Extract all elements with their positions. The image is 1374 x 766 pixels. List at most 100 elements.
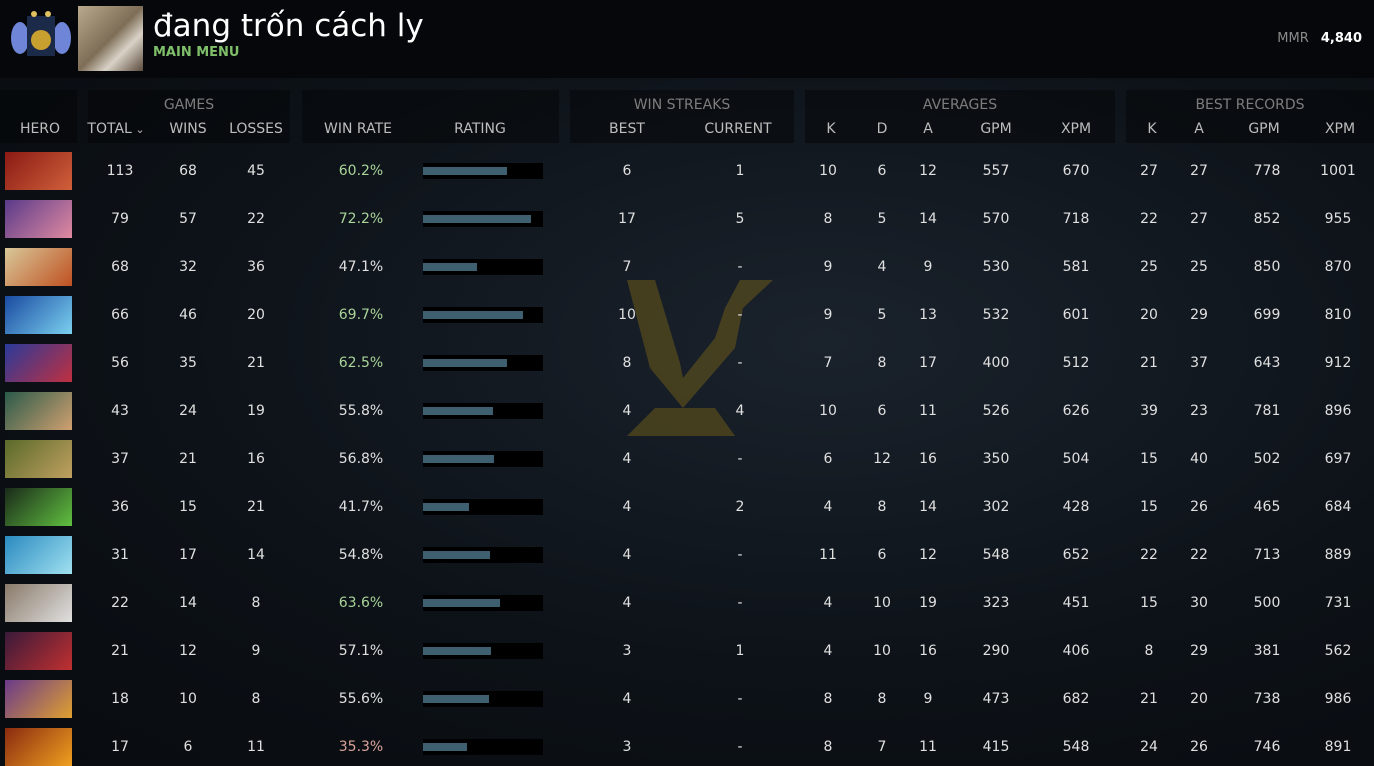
cell-k: 10 <box>819 163 837 179</box>
hero-portrait[interactable] <box>5 344 72 382</box>
rating-bar <box>423 451 543 467</box>
cell-a: 14 <box>919 211 937 227</box>
rating-bar <box>423 403 543 419</box>
cell-bk: 39 <box>1140 403 1158 419</box>
hero-portrait[interactable] <box>5 440 72 478</box>
column-header-label: BEST <box>609 121 645 137</box>
column-header-best[interactable]: BEST <box>609 121 645 137</box>
cell-current: 4 <box>735 403 745 419</box>
cell-k: 9 <box>823 307 833 323</box>
column-header-gpm[interactable]: GPM <box>980 121 1011 137</box>
column-header-d[interactable]: D <box>877 121 888 137</box>
cell-best: 4 <box>622 691 632 707</box>
cell-gpm: 532 <box>982 307 1010 323</box>
cell-win-rate: 56.8% <box>338 451 384 467</box>
cell-ba: 20 <box>1190 691 1208 707</box>
column-header-wins[interactable]: WINS <box>169 121 206 137</box>
cell-best: 3 <box>622 739 632 755</box>
cell-win-rate: 47.1% <box>338 259 384 275</box>
column-header-losses[interactable]: LOSSES <box>229 121 283 137</box>
column-header-xpm[interactable]: XPM <box>1061 121 1091 137</box>
column-header-rating[interactable]: RATING <box>454 121 506 137</box>
cell-bk: 24 <box>1140 739 1158 755</box>
cell-gpm: 302 <box>982 499 1010 515</box>
cell-best: 6 <box>622 163 632 179</box>
cell-ba: 27 <box>1190 211 1208 227</box>
averages-group-title: AVERAGES <box>922 97 998 113</box>
column-header-win-rate[interactable]: WIN RATE <box>324 121 392 137</box>
hero-portrait[interactable] <box>5 296 72 334</box>
cell-bgpm: 465 <box>1253 499 1281 515</box>
hero-column-group <box>0 90 77 143</box>
avatar[interactable] <box>78 6 143 71</box>
column-header-best-k[interactable]: K <box>1147 121 1156 137</box>
cell-xpm: 581 <box>1062 259 1090 275</box>
cell-current: 1 <box>735 643 745 659</box>
hero-portrait[interactable] <box>5 584 72 622</box>
cell-k: 4 <box>823 595 833 611</box>
cell-wins: 12 <box>179 643 197 659</box>
cell-losses: 36 <box>247 259 265 275</box>
column-header-label: K <box>826 121 836 137</box>
cell-ba: 29 <box>1190 307 1208 323</box>
column-header-best-a[interactable]: A <box>1194 121 1204 137</box>
hero-portrait[interactable] <box>5 680 72 718</box>
cell-a: 16 <box>919 451 937 467</box>
column-header-k[interactable]: K <box>826 121 835 137</box>
column-header-a[interactable]: A <box>923 121 933 137</box>
hero-portrait[interactable] <box>5 248 72 286</box>
cell-win-rate: 57.1% <box>338 643 384 659</box>
cell-losses: 14 <box>247 547 265 563</box>
cell-ba: 25 <box>1190 259 1208 275</box>
cell-losses: 45 <box>247 163 265 179</box>
mmr-display: MMR 4,840 <box>1277 31 1362 46</box>
cell-xpm: 718 <box>1062 211 1090 227</box>
rating-bar-fill <box>423 407 493 415</box>
hero-portrait[interactable] <box>5 392 72 430</box>
column-header-best-xpm[interactable]: XPM <box>1325 121 1355 137</box>
cell-bxpm: 697 <box>1324 451 1352 467</box>
cell-wins: 10 <box>179 691 197 707</box>
cell-d: 6 <box>877 547 887 563</box>
cell-best: 3 <box>622 643 632 659</box>
cell-d: 8 <box>877 499 887 515</box>
cell-wins: 57 <box>179 211 197 227</box>
cell-best: 4 <box>622 451 632 467</box>
hero-portrait[interactable] <box>5 728 72 766</box>
hero-portrait[interactable] <box>5 488 72 526</box>
hero-portrait[interactable] <box>5 200 72 238</box>
cell-xpm: 451 <box>1062 595 1090 611</box>
cell-bxpm: 955 <box>1324 211 1352 227</box>
cell-gpm: 415 <box>982 739 1010 755</box>
hero-portrait[interactable] <box>5 536 72 574</box>
games-column-group <box>88 90 290 143</box>
cell-wins: 6 <box>183 739 193 755</box>
hero-portrait[interactable] <box>5 632 72 670</box>
cell-best: 4 <box>622 547 632 563</box>
cell-bgpm: 699 <box>1253 307 1281 323</box>
cell-total: 113 <box>106 163 134 179</box>
cell-wins: 21 <box>179 451 197 467</box>
cell-k: 8 <box>823 739 833 755</box>
cell-bk: 21 <box>1140 355 1158 371</box>
column-header-best-gpm[interactable]: GPM <box>1248 121 1279 137</box>
cell-total: 21 <box>111 643 129 659</box>
rating-bar <box>423 595 543 611</box>
cell-wins: 46 <box>179 307 197 323</box>
column-header-hero[interactable]: HERO <box>20 121 60 137</box>
cell-a: 17 <box>919 355 937 371</box>
main-menu-link[interactable]: MAIN MENU <box>153 45 240 60</box>
column-header-current[interactable]: CURRENT <box>704 121 771 137</box>
cell-wins: 15 <box>179 499 197 515</box>
rating-bar-fill <box>423 455 494 463</box>
column-header-total[interactable]: TOTAL ⌄ <box>87 121 144 137</box>
rating-bar <box>423 547 543 563</box>
cell-current: 5 <box>735 211 745 227</box>
cell-bk: 22 <box>1140 547 1158 563</box>
rating-bar <box>423 739 543 755</box>
cell-a: 12 <box>919 547 937 563</box>
cell-win-rate: 55.8% <box>338 403 384 419</box>
rating-bar-fill <box>423 311 523 319</box>
cell-k: 10 <box>819 403 837 419</box>
hero-portrait[interactable] <box>5 152 72 190</box>
